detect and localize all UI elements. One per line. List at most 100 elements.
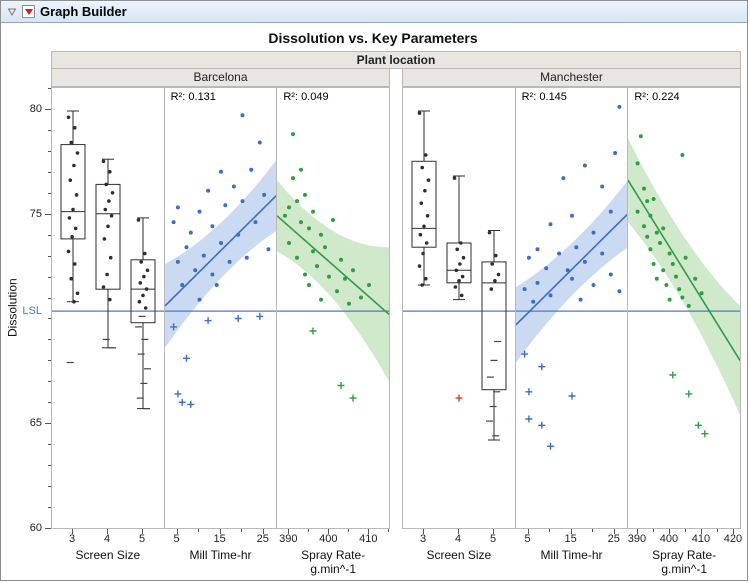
r-squared-label: R²: 0.049 xyxy=(283,91,329,103)
x-tick-label: 410 xyxy=(359,533,378,545)
x-tick-label: 400 xyxy=(319,533,338,545)
x-axis-title[interactable]: Screen Size xyxy=(426,548,492,562)
x-minor-tick xyxy=(308,529,310,532)
x-minor-tick xyxy=(716,529,718,532)
group-barcelona: 3 4 5 Screen Size R²: 0.131 5 15 25 Mill Time-hr… xyxy=(51,87,391,576)
x-tick-label: 3 xyxy=(68,533,76,545)
y-tick-mark xyxy=(45,528,51,529)
x-axis-title[interactable]: Mill Time-hr xyxy=(189,548,252,562)
x-tick-mark xyxy=(219,529,221,534)
x-tick-label: 5 xyxy=(173,533,180,545)
x-axis-title[interactable]: Screen Size xyxy=(75,548,141,562)
x-tick-row: 390 400 410 xyxy=(276,529,390,546)
x-minor-tick xyxy=(348,529,350,532)
panel-manchester-spray-rate-g-min-1[interactable]: R²: 0.224 390 400 410 420 Spray Rate- g.min^-… xyxy=(627,87,743,576)
x-tick-row: 5 15 25 xyxy=(164,529,278,546)
x-tick-label: 5 xyxy=(138,533,146,545)
x-tick-label: 15 xyxy=(564,533,577,545)
x-minor-tick xyxy=(684,529,686,532)
x-tick-mark xyxy=(107,529,108,534)
x-tick-label: 390 xyxy=(279,533,298,545)
x-tick-label: 400 xyxy=(659,533,679,545)
y-tick-mark xyxy=(48,171,51,173)
plot-column: Plant location Barcelona Manchester 3 4 5 S… xyxy=(51,51,743,576)
x-axis-title[interactable]: Spray Rate- g.min^-1 xyxy=(652,548,717,576)
y-axis[interactable]: Dissolution 60 65 75 80 LSL xyxy=(5,51,51,576)
x-tick-mark xyxy=(458,529,459,534)
y-tick-mark xyxy=(45,423,51,425)
x-tick-mark xyxy=(142,529,143,534)
y-tick-mark xyxy=(48,276,51,278)
y-tick-mark xyxy=(48,339,51,341)
report-title-bar: Graph Builder xyxy=(1,1,747,23)
x-tick-mark xyxy=(613,529,615,534)
panel-barcelona-mill-time-hr[interactable]: R²: 0.131 5 15 25 Mill Time-hr xyxy=(163,87,278,576)
x-tick-label: 5 xyxy=(524,533,531,545)
y-tick-label: 75 xyxy=(29,207,42,220)
r-squared-label: R²: 0.131 xyxy=(170,91,216,103)
group-header-manchester: Manchester xyxy=(402,69,741,87)
x-tick-label: 4 xyxy=(103,533,111,545)
y-tick-mark xyxy=(48,150,51,152)
y-tick-mark xyxy=(48,88,51,89)
y-tick-mark xyxy=(48,297,51,299)
panel-manchester-screen-size[interactable]: 3 4 5 Screen Size xyxy=(402,87,516,576)
y-tick-mark xyxy=(48,486,51,488)
x-tick-mark xyxy=(493,529,494,534)
x-minor-tick xyxy=(592,529,594,532)
x-tick-row: 3 4 5 xyxy=(402,529,516,546)
x-tick-label: 420 xyxy=(723,533,743,545)
x-tick-mark xyxy=(700,529,702,534)
x-tick-label: 15 xyxy=(213,533,226,545)
window-title: Graph Builder xyxy=(40,4,127,19)
x-axis-title[interactable]: Spray Rate- g.min^-1 xyxy=(301,548,366,576)
x-tick-mark xyxy=(668,529,670,534)
x-tick-label: 410 xyxy=(691,533,711,545)
x-minor-tick xyxy=(198,529,200,532)
x-tick-mark xyxy=(262,529,264,534)
panel-barcelona-spray-rate-g-min-1[interactable]: R²: 0.049 390 400 410 Spray Rate- g.min^-1 xyxy=(276,87,391,576)
r-squared-label: R²: 0.224 xyxy=(634,91,680,103)
x-minor-tick xyxy=(652,529,654,532)
x-tick-label: 5 xyxy=(489,533,497,545)
panel-barcelona-screen-size[interactable]: 3 4 5 Screen Size xyxy=(51,87,165,576)
y-tick-label: 65 xyxy=(29,417,42,430)
group-header-barcelona: Barcelona xyxy=(51,69,390,87)
plot-canvas xyxy=(277,132,390,402)
x-tick-label: 4 xyxy=(454,533,462,545)
graph-area: Dissolution 60 65 75 80 LSL Plant location B… xyxy=(5,51,743,576)
x-tick-mark xyxy=(570,529,572,534)
chart-title: Dissolution vs. Key Parameters xyxy=(268,30,478,46)
x-tick-mark xyxy=(328,529,330,534)
plot-canvas xyxy=(52,110,164,410)
panel-manchester-mill-time-hr[interactable]: R²: 0.145 5 15 25 Mill Time-hr xyxy=(514,87,629,576)
x-minor-tick xyxy=(388,529,390,532)
x-tick-mark xyxy=(288,529,290,534)
r-squared-label: R²: 0.145 xyxy=(521,91,567,103)
y-tick-area: 60 65 75 80 LSL xyxy=(21,88,51,534)
group-header-row: Barcelona Manchester xyxy=(51,69,741,87)
y-tick-mark xyxy=(45,213,51,215)
plot-canvas xyxy=(628,134,741,438)
y-tick-mark xyxy=(48,234,51,236)
x-tick-row: 390 400 410 420 xyxy=(627,529,743,546)
x-tick-row: 3 4 5 xyxy=(51,529,165,546)
x-tick-mark xyxy=(72,529,73,534)
y-tick-mark xyxy=(48,360,51,362)
y-tick-label: 60 xyxy=(29,522,42,534)
x-tick-label: 390 xyxy=(627,533,647,545)
panels-row: 3 4 5 Screen Size R²: 0.131 5 15 25 Mill Time-hr… xyxy=(51,87,743,576)
report-body: Dissolution vs. Key Parameters Dissoluti… xyxy=(1,23,747,576)
y-tick-mark xyxy=(48,129,51,131)
y-tick-mark xyxy=(45,108,51,110)
plot-canvas xyxy=(403,110,515,441)
x-tick-mark xyxy=(176,529,178,534)
y-tick-mark xyxy=(48,444,51,446)
facet-header: Plant location xyxy=(51,51,741,69)
x-axis-title[interactable]: Mill Time-hr xyxy=(540,548,603,562)
y-axis-title[interactable]: Dissolution xyxy=(5,278,20,338)
plot-canvas xyxy=(164,113,277,408)
red-triangle-menu-icon[interactable] xyxy=(22,5,35,18)
disclosure-triangle-icon[interactable] xyxy=(7,7,17,17)
lsl-axis-label: LSL xyxy=(22,305,42,318)
